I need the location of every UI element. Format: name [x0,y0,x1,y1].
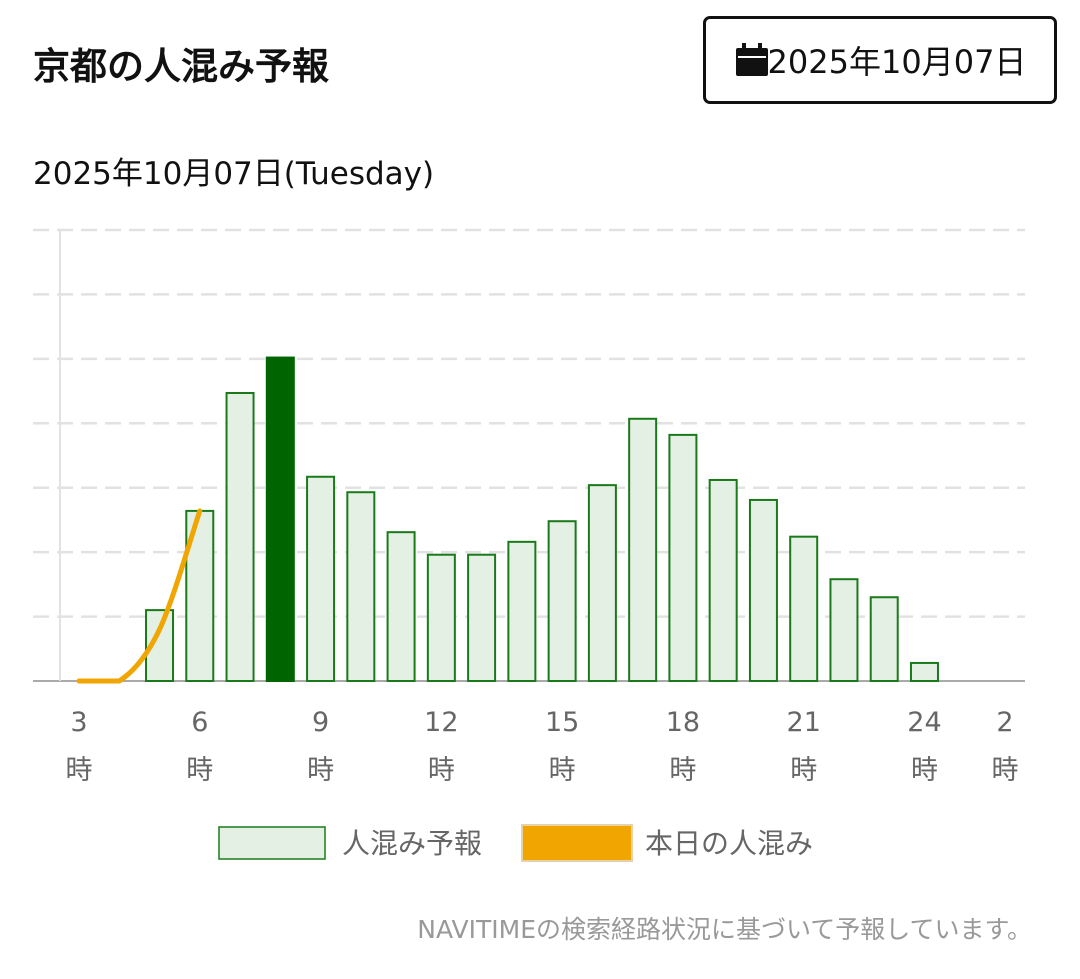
x-tick-unit: 時 [790,755,817,786]
x-tick-label: 21 [787,707,821,738]
bar [789,535,819,682]
footnote: NAVITIMEの検索経路状況に基づいて予報しています。 [417,915,1032,944]
x-tick-label: 18 [666,707,700,738]
x-tick-label: 24 [907,707,941,738]
bar [507,540,537,682]
bar [748,498,778,682]
bar [265,356,295,682]
bar [426,553,456,682]
page-title: 京都の人混み予報 [33,45,329,88]
date-label: 2025年10月07日 [767,43,1027,81]
bar [225,392,255,682]
x-tick-label: 9 [312,707,329,738]
x-tick-label: 12 [424,707,458,738]
legend-swatch [521,824,633,862]
legend-label: 人混み予報 [342,827,482,860]
x-tick-unit: 時 [307,755,334,786]
bar [708,478,738,682]
legend-label: 本日の人混み [645,827,813,860]
bar [587,484,617,682]
x-tick-unit: 時 [549,755,576,786]
date-picker-button[interactable]: 2025年10月07日 [703,16,1057,104]
x-tick-label: 15 [545,707,579,738]
bar [547,520,577,683]
x-tick-label: 6 [191,707,208,738]
bar [668,433,698,682]
x-tick-unit: 時 [669,755,696,786]
bar [628,417,658,682]
bar [909,661,939,683]
x-tick-label: 3 [70,707,87,738]
x-tick-unit: 時 [186,755,213,786]
x-tick-unit: 時 [66,755,93,786]
x-tick-unit: 時 [911,755,938,786]
bar [306,475,336,682]
bar [869,596,899,682]
bar [829,578,859,683]
bar [386,531,416,682]
bar [467,553,497,682]
bar [346,491,376,682]
x-tick-label: 2 [996,707,1013,738]
calendar-icon [735,43,768,76]
x-tick-unit: 時 [992,755,1019,786]
legend-swatch [218,826,326,860]
chart-title: 2025年10月07日(Tuesday) [33,156,435,192]
line [76,508,203,684]
x-tick-unit: 時 [428,755,455,786]
